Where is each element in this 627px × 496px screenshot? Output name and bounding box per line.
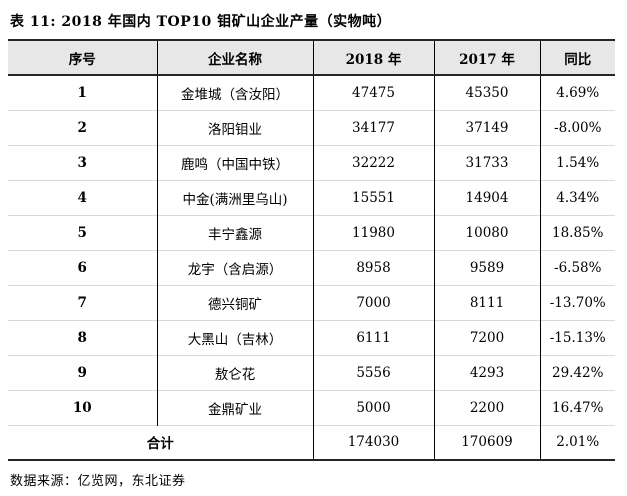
cell-2018: 15551 — [312, 180, 434, 215]
cell-2017: 7200 — [433, 320, 540, 355]
cell-company: 敖仑花 — [156, 355, 313, 390]
cell-company: 鹿鸣（中国中铁） — [156, 145, 313, 180]
cell-2017: 31733 — [433, 145, 540, 180]
total-2018: 174030 — [312, 425, 434, 460]
cell-2017: 37149 — [433, 110, 540, 145]
cell-yoy: 4.69% — [539, 75, 615, 110]
cell-yoy: 4.34% — [539, 180, 615, 215]
cell-yoy: 16.47% — [539, 390, 615, 425]
cell-yoy: -15.13% — [539, 320, 615, 355]
cell-seq: 9 — [77, 364, 87, 381]
total-row: 合计 174030 170609 2.01% — [8, 425, 615, 460]
cell-2017: 9589 — [433, 250, 540, 285]
table-row: 6 龙宇（含启源） 8958 9589 -6.58% — [8, 250, 615, 285]
cell-2018: 47475 — [312, 75, 434, 110]
table-row: 4 中金(满洲里乌山) 15551 14904 4.34% — [8, 180, 615, 215]
header-name: 企业名称 — [156, 40, 313, 75]
header-yoy: 同比 — [539, 40, 615, 75]
data-source: 数据来源：亿览网，东北证券 — [10, 474, 186, 489]
table-row: 5 丰宁鑫源 11980 10080 18.85% — [8, 215, 615, 250]
cell-2017: 45350 — [433, 75, 540, 110]
cell-2017: 8111 — [433, 285, 540, 320]
table-row: 2 洛阳钼业 34177 37149 -8.00% — [8, 110, 615, 145]
cell-seq: 10 — [72, 399, 92, 416]
table-header-row: 序号 企业名称 2018 年 2017 年 同比 — [8, 40, 615, 75]
cell-seq: 1 — [77, 84, 87, 101]
cell-yoy: -6.58% — [539, 250, 615, 285]
cell-yoy: 29.42% — [539, 355, 615, 390]
table-row: 9 敖仑花 5556 4293 29.42% — [8, 355, 615, 390]
total-label: 合计 — [146, 436, 174, 453]
cell-company: 中金(满洲里乌山) — [156, 180, 313, 215]
cell-seq: 7 — [77, 294, 87, 311]
cell-company: 金堆城（含汝阳） — [156, 75, 313, 110]
cell-yoy: -13.70% — [539, 285, 615, 320]
cell-2017: 10080 — [433, 215, 540, 250]
cell-company: 大黑山（吉林） — [156, 320, 313, 355]
table-row: 3 鹿鸣（中国中铁） 32222 31733 1.54% — [8, 145, 615, 180]
cell-seq: 5 — [77, 224, 87, 241]
table-title: 表 11: 2018 年国内 TOP10 钼矿山企业产量（实物吨） — [10, 14, 392, 30]
cell-company: 龙宇（含启源） — [156, 250, 313, 285]
cell-seq: 2 — [77, 119, 87, 136]
table-row: 8 大黑山（吉林） 6111 7200 -15.13% — [8, 320, 615, 355]
cell-2018: 32222 — [312, 145, 434, 180]
cell-2018: 5556 — [312, 355, 434, 390]
cell-company: 丰宁鑫源 — [156, 215, 313, 250]
cell-seq: 8 — [77, 329, 87, 346]
cell-seq: 3 — [77, 154, 87, 171]
cell-2018: 8958 — [312, 250, 434, 285]
cell-company: 洛阳钼业 — [156, 110, 313, 145]
cell-company: 金鼎矿业 — [156, 390, 313, 425]
table-row: 1 金堆城（含汝阳） 47475 45350 4.69% — [8, 75, 615, 110]
cell-2018: 11980 — [312, 215, 434, 250]
total-2017: 170609 — [433, 425, 540, 460]
cell-2017: 2200 — [433, 390, 540, 425]
cell-yoy: 18.85% — [539, 215, 615, 250]
table-row: 7 德兴铜矿 7000 8111 -13.70% — [8, 285, 615, 320]
cell-2017: 4293 — [433, 355, 540, 390]
cell-yoy: -8.00% — [539, 110, 615, 145]
cell-seq: 4 — [77, 189, 87, 206]
cell-yoy: 1.54% — [539, 145, 615, 180]
cell-2018: 6111 — [312, 320, 434, 355]
total-yoy: 2.01% — [539, 425, 615, 460]
header-seq: 序号 — [68, 51, 96, 68]
production-table: 序号 企业名称 2018 年 2017 年 同比 1 金堆城（含汝阳） 47475 4… — [8, 39, 615, 461]
cell-2018: 34177 — [312, 110, 434, 145]
cell-company: 德兴铜矿 — [156, 285, 313, 320]
cell-2018: 7000 — [312, 285, 434, 320]
cell-2017: 14904 — [433, 180, 540, 215]
cell-2018: 5000 — [312, 390, 434, 425]
header-2018: 2018 年 — [312, 40, 434, 75]
table-row: 10 金鼎矿业 5000 2200 16.47% — [8, 390, 615, 425]
header-2017: 2017 年 — [433, 40, 540, 75]
cell-seq: 6 — [77, 259, 87, 276]
